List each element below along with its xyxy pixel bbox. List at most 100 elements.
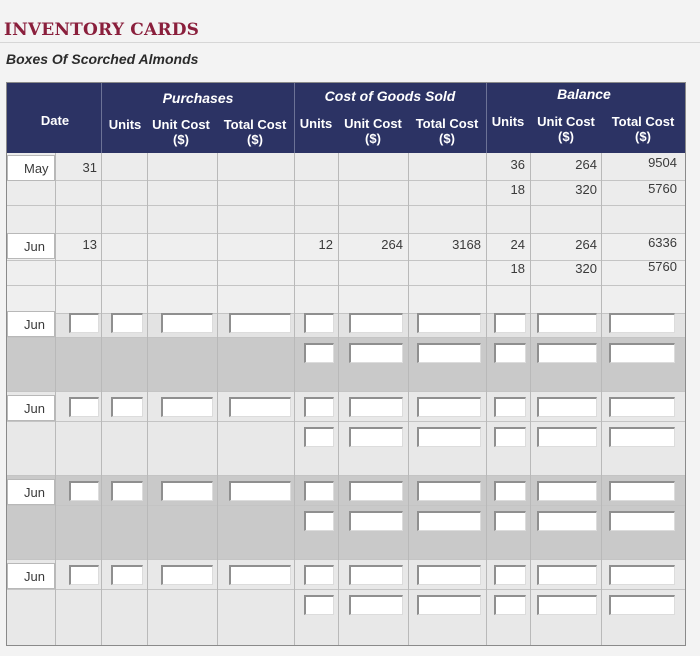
purchases-units-header: Units [108, 117, 142, 132]
cogs-units-input[interactable] [304, 427, 334, 447]
cogs-units-header: Units [299, 116, 333, 131]
balance-unit-cost: 264 [575, 237, 597, 252]
purchases-unit-cost-input[interactable] [161, 565, 213, 585]
purchases-total-cost-input[interactable] [229, 565, 291, 585]
balance-units-input[interactable] [494, 343, 526, 363]
balance-unit-cost-input[interactable] [537, 565, 597, 585]
balance-total-cost-input[interactable] [609, 343, 675, 363]
date-month: Jun [7, 395, 55, 421]
may-31-row [7, 153, 685, 233]
date-month: Jun [7, 479, 55, 505]
jun-13-row [7, 233, 685, 313]
balance-unit-cost-input[interactable] [537, 313, 597, 333]
balance-unit-cost-input[interactable] [537, 427, 597, 447]
date-month: Jun [7, 311, 55, 337]
balance-unit-cost: 320 [575, 182, 597, 197]
balance-units-input[interactable] [494, 313, 526, 333]
cogs-units-input[interactable] [304, 481, 334, 501]
balance-units-input[interactable] [494, 565, 526, 585]
cogs-unit-cost-input[interactable] [349, 343, 403, 363]
balance-total-cost-input[interactable] [609, 511, 675, 531]
balance-total-cost-input[interactable] [609, 397, 675, 417]
cogs-total-cost-input[interactable] [417, 595, 481, 615]
cogs-total-cost-input[interactable] [417, 481, 481, 501]
balance-units-input[interactable] [494, 511, 526, 531]
purchases-total-cost-input[interactable] [229, 481, 291, 501]
purchases-unit-cost-input[interactable] [161, 397, 213, 417]
balance-total-cost-input[interactable] [609, 595, 675, 615]
balance-total-cost-input[interactable] [609, 427, 675, 447]
balance-units: 24 [510, 237, 525, 252]
balance-units-input[interactable] [494, 595, 526, 615]
balance-unit-cost-input[interactable] [537, 343, 597, 363]
balance-units-input[interactable] [494, 397, 526, 417]
balance-total-cost: 5760 [648, 181, 677, 196]
purchases-units-input[interactable] [111, 565, 143, 585]
balance-units: 18 [510, 182, 525, 197]
cogs-total-cost: 3168 [452, 237, 481, 252]
purchases-total-cost-input[interactable] [229, 397, 291, 417]
date-month: Jun [7, 233, 55, 259]
cogs-total-cost-input[interactable] [417, 511, 481, 531]
cogs-unit-cost-input[interactable] [349, 565, 403, 585]
purchases-unit-cost-input[interactable] [161, 313, 213, 333]
cogs-units: 12 [318, 237, 333, 252]
cogs-total-cost-input[interactable] [417, 427, 481, 447]
balance-total-cost-input[interactable] [609, 565, 675, 585]
balance-units-header: Units [491, 114, 525, 129]
balance-unit-cost: 264 [575, 157, 597, 172]
balance-unit-cost-header: Unit Cost ($) [537, 114, 595, 144]
purchases-total-cost-header: Total Cost ($) [223, 117, 287, 147]
cogs-units-input[interactable] [304, 511, 334, 531]
cogs-unit-cost-input[interactable] [349, 397, 403, 417]
date-day-input[interactable] [69, 397, 99, 417]
cogs-unit-cost-input[interactable] [349, 427, 403, 447]
cogs-units-input[interactable] [304, 565, 334, 585]
date-month: Jun [7, 563, 55, 589]
title-divider [0, 42, 700, 43]
balance-total-cost-input[interactable] [609, 481, 675, 501]
date-day-input[interactable] [69, 565, 99, 585]
cogs-total-cost-input[interactable] [417, 565, 481, 585]
cogs-total-cost-input[interactable] [417, 397, 481, 417]
date-day-input[interactable] [69, 481, 99, 501]
cogs-units-input[interactable] [304, 343, 334, 363]
cogs-unit-cost-input[interactable] [349, 595, 403, 615]
date-header: Date [40, 113, 70, 128]
purchases-units-input[interactable] [111, 313, 143, 333]
cogs-units-input[interactable] [304, 313, 334, 333]
cogs-total-cost-input[interactable] [417, 313, 481, 333]
cogs-units-input[interactable] [304, 397, 334, 417]
balance-total-cost-input[interactable] [609, 313, 675, 333]
date-month: May [7, 155, 55, 181]
cogs-total-cost-input[interactable] [417, 343, 481, 363]
cogs-unit-cost-input[interactable] [349, 481, 403, 501]
date-day-input[interactable] [69, 313, 99, 333]
cogs-unit-cost-header: Unit Cost ($) [344, 116, 402, 146]
balance-units-input[interactable] [494, 427, 526, 447]
purchases-units-input[interactable] [111, 481, 143, 501]
balance-unit-cost-input[interactable] [537, 481, 597, 501]
balance-total-cost: 5760 [648, 259, 677, 274]
inventory-card-table: Date Purchases Cost of Goods Sold Balanc… [6, 82, 686, 646]
table-header: Date Purchases Cost of Goods Sold Balanc… [7, 83, 685, 153]
purchases-total-cost-input[interactable] [229, 313, 291, 333]
purchases-unit-cost-input[interactable] [161, 481, 213, 501]
balance-unit-cost-input[interactable] [537, 397, 597, 417]
purchases-unit-cost-header: Unit Cost ($) [152, 117, 210, 147]
page-title: INVENTORY CARDS [4, 20, 200, 40]
cogs-group-header: Cost of Goods Sold [324, 88, 456, 104]
balance-unit-cost-input[interactable] [537, 511, 597, 531]
cogs-unit-cost-input[interactable] [349, 313, 403, 333]
cogs-unit-cost: 264 [381, 237, 403, 252]
balance-total-cost: 6336 [648, 235, 677, 250]
balance-units-input[interactable] [494, 481, 526, 501]
purchases-units-input[interactable] [111, 397, 143, 417]
cogs-units-input[interactable] [304, 595, 334, 615]
balance-total-cost: 9504 [648, 155, 677, 170]
cogs-unit-cost-input[interactable] [349, 511, 403, 531]
date-day: 31 [82, 160, 97, 175]
balance-units: 36 [510, 157, 525, 172]
balance-unit-cost-input[interactable] [537, 595, 597, 615]
purchases-group-header: Purchases [162, 90, 234, 106]
